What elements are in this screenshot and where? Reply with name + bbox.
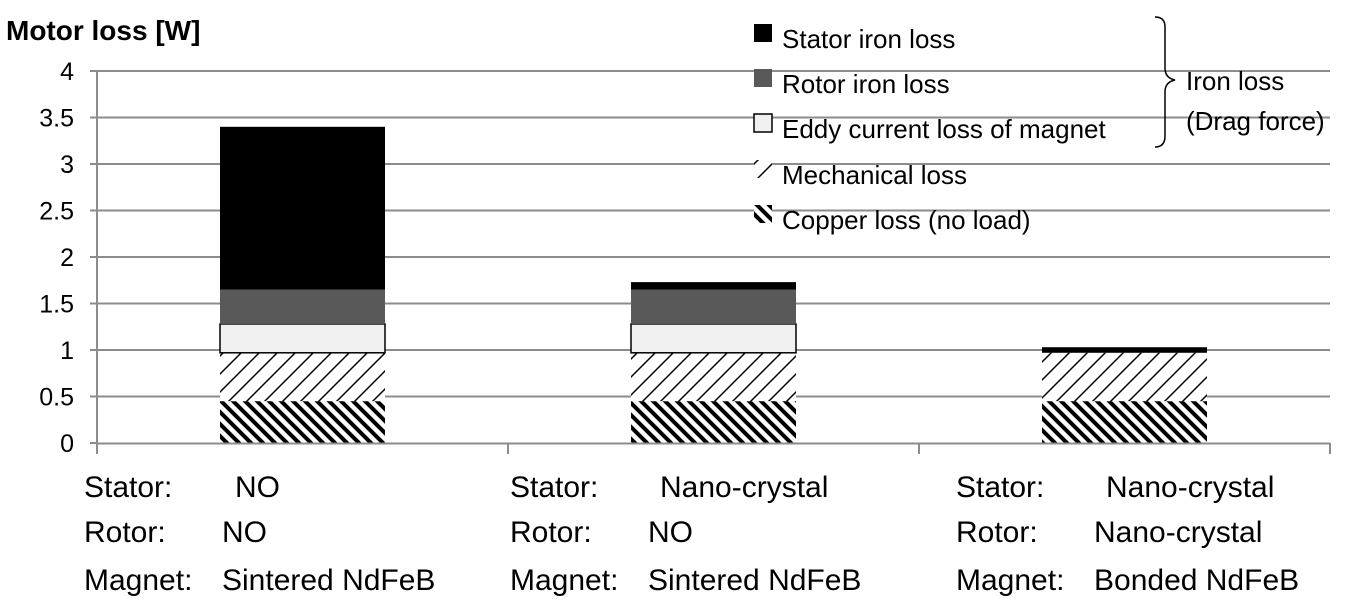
y-tick-label: 0.5 [39,384,74,412]
y-tick-label: 4 [60,58,74,86]
iron-loss-annotation: Iron loss (Drag force) [1154,16,1325,148]
category-2-row-label: Magnet: [510,564,618,597]
bar-segment-eddy-current-loss-of-magnet [219,323,386,354]
category-2-row-label: Rotor: [510,516,592,549]
category-3-row-value: Nano-crystal [1106,471,1274,504]
category-labels: Stator: NO Rotor: NO Magnet: Sintered NdFeB St… [84,471,1299,597]
legend-swatch [754,160,772,178]
y-tick-label: 1.5 [39,291,74,319]
legend-entry: Mechanical loss [782,160,967,190]
bar-segment-rotor-iron-loss [220,289,385,324]
y-tick-label: 3.5 [39,105,74,133]
legend-swatch [753,113,773,133]
category-3-row-label: Stator: [956,471,1044,504]
category-2-row-label: Stator: [510,471,598,504]
bar-segment-mechanical-loss [631,352,796,402]
bar-segment-copper-loss-no-load [631,401,796,443]
y-tick-labels: 0 0.5 1 1.5 2 2.5 3 3.5 4 [39,58,74,458]
iron-loss-brace [1154,16,1176,148]
y-tick-label: 1 [60,337,74,365]
bar-segment-mechanical-loss [220,352,385,402]
category-1-row-value: Sintered NdFeB [222,564,435,597]
category-1-row-label: Magnet: [84,564,192,597]
category-3-row-value: Bonded NdFeB [1094,564,1299,597]
legend-swatch [754,205,772,223]
category-1-row-value: NO [222,516,267,549]
category-3-row-label: Magnet: [956,564,1064,597]
legend-entry: Copper loss (no load) [782,205,1031,235]
bar-segment-rotor-iron-loss [631,289,796,324]
legend-swatch [754,69,772,87]
legend-entry: Eddy current loss of magnet [782,114,1106,144]
legend-swatch [754,24,772,42]
bars [219,126,1207,443]
y-axis-label: Motor loss [W] [6,15,200,46]
category-1-row-value: NO [235,471,280,504]
legend: Stator iron loss Rotor iron loss Eddy curr… [753,24,1106,235]
annotation-line-2: (Drag force) [1186,106,1325,136]
bar-segment-stator-iron-loss [1042,347,1207,353]
category-2-row-value: Sintered NdFeB [648,564,861,597]
bar-segment-copper-loss-no-load [1042,401,1207,443]
legend-entry: Stator iron loss [782,24,955,54]
category-2-row-value: Nano-crystal [660,471,828,504]
category-1-row-label: Rotor: [84,516,166,549]
bar-segment-stator-iron-loss [631,282,796,290]
bar-segment-stator-iron-loss [220,126,385,290]
category-3-row-label: Rotor: [956,516,1038,549]
y-tick-label: 2.5 [39,198,74,226]
y-tick-label: 3 [60,151,74,179]
bar-segment-copper-loss-no-load [220,401,385,443]
annotation-line-1: Iron loss [1186,66,1284,96]
x-axis [90,70,1331,454]
category-3-row-value: Nano-crystal [1094,516,1262,549]
bar-segment-mechanical-loss [1042,352,1207,402]
y-tick-label: 2 [60,244,74,272]
bar-segment-eddy-current-loss-of-magnet [630,323,797,354]
category-2-row-value: NO [648,516,693,549]
category-1-row-label: Stator: [84,471,172,504]
y-tick-label: 0 [60,430,74,458]
legend-entry: Rotor iron loss [782,69,950,99]
